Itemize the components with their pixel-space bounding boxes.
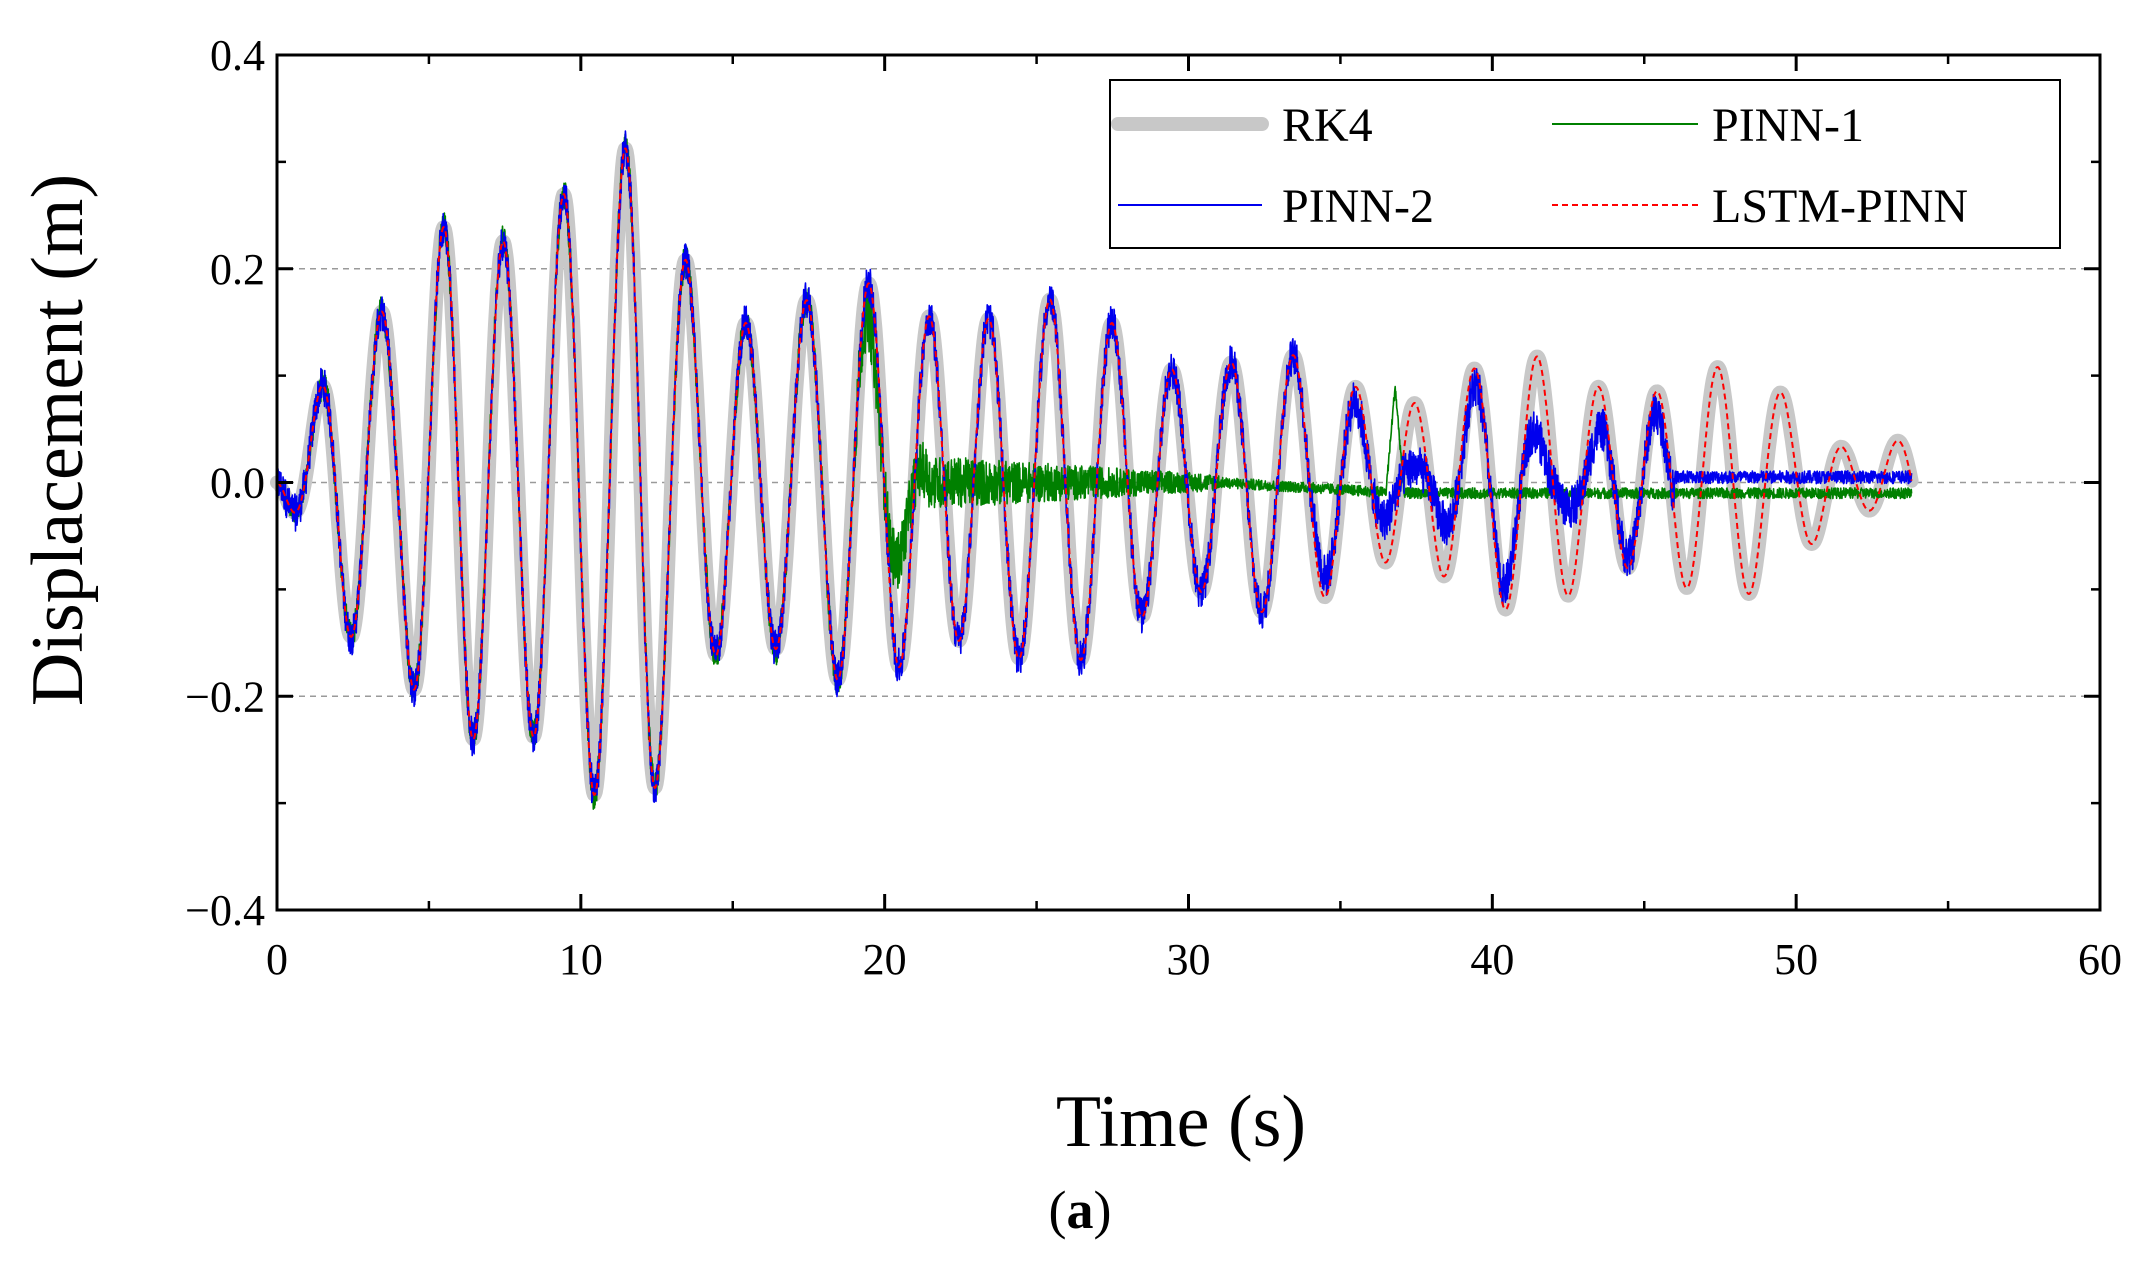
y-axis-title: Displacement (m): [17, 174, 99, 706]
x-tick-label: 20: [863, 935, 907, 984]
panel-label-letter: a: [1067, 1180, 1094, 1240]
y-tick-label: −0.2: [185, 672, 265, 721]
legend-box: [1109, 79, 2061, 249]
x-tick-label: 60: [2078, 935, 2122, 984]
y-tick-label: 0.0: [210, 459, 265, 508]
legend-label-pinn-1: PINN-1: [1712, 99, 1864, 152]
legend-label-rk4: RK4: [1282, 99, 1373, 152]
series-layer: [270, 130, 1919, 810]
x-tick-label: 40: [1470, 935, 1514, 984]
y-tick-label: 0.2: [210, 245, 265, 294]
y-tick-label: 0.4: [210, 31, 265, 80]
legend-label-pinn-2: PINN-2: [1282, 180, 1434, 233]
y-tick-label: −0.4: [185, 886, 265, 935]
x-tick-label: 50: [1774, 935, 1818, 984]
legend-label-lstm-pinn: LSTM-PINN: [1712, 180, 1968, 233]
x-tick-label: 30: [1167, 935, 1211, 984]
x-tick-label: 0: [266, 935, 288, 984]
x-axis-title: Time (s): [1056, 1081, 1306, 1163]
panel-label-close: ): [1094, 1180, 1112, 1240]
x-tick-label: 10: [559, 935, 603, 984]
axes: 0 10 20 30 40 50 60 −0.4 −0.2 0.0 0.2 0.4: [185, 31, 2122, 984]
panel-label-open: (: [1049, 1180, 1067, 1240]
legend: RK4 PINN-1 PINN-2 LSTM-PINN: [1109, 79, 2061, 249]
panel-label: (a): [1049, 1180, 1112, 1240]
